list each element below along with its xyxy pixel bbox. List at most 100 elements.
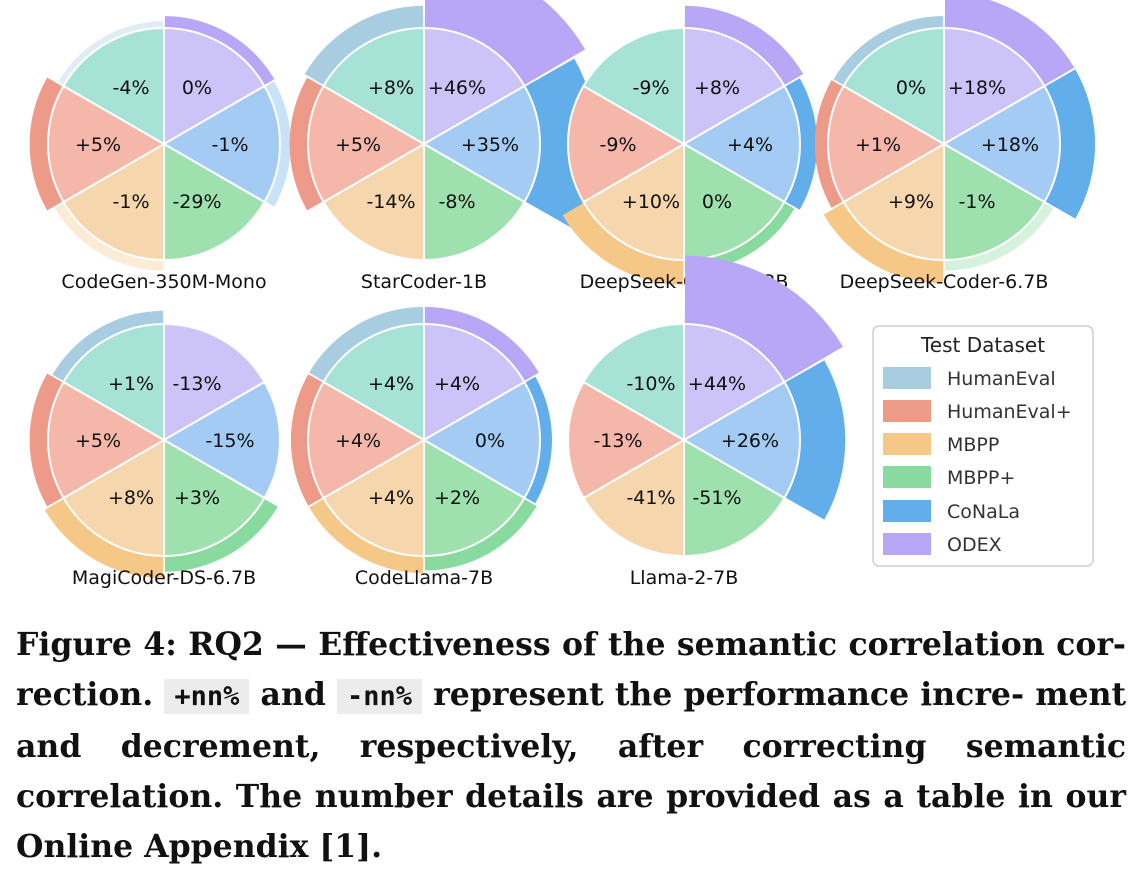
pie-slice-conala <box>941 84 1062 204</box>
slice-label-conala: +18% <box>981 134 1039 156</box>
slice-label-odex: +44% <box>688 373 746 395</box>
slice-label-mbpp: +9% <box>888 191 934 213</box>
pie-slice-mbppplus <box>683 438 786 558</box>
legend-swatch-humanevalplus <box>883 400 931 422</box>
pie-charts-group: 0%-1%-29%-1%+5%-4%CodeGen-350M-Mono+46%+… <box>29 0 1096 589</box>
legend-item-conala: CoNaLa <box>883 500 1020 523</box>
legend-item-mbpp: MBPP <box>883 433 999 456</box>
pie-slice-odex <box>683 26 786 146</box>
ring-segment-odex <box>684 255 843 382</box>
legend-swatch-mbpp <box>883 433 931 455</box>
pie-slice-mbpp <box>62 438 165 558</box>
pie-slice-humanevalplus <box>46 84 167 204</box>
legend: Test Dataset HumanEval HumanEval+ MBPP M… <box>872 325 1094 567</box>
slice-label-mbppplus: +2% <box>434 487 480 509</box>
pie-slice-conala <box>161 84 282 204</box>
legend-label-mbpp: MBPP <box>947 434 999 456</box>
pie-chart: -13% -15% +3% +8% +5% +1% MagiCoder-DS-6.7B <box>29 310 282 589</box>
pie-slice-humaneval <box>62 26 165 146</box>
slice-label-mbpp: -1% <box>113 191 150 213</box>
legend-swatch-humaneval <box>883 367 931 389</box>
legend-swatch-conala <box>883 500 931 522</box>
chart-title: Llama-2-7B <box>630 567 739 589</box>
pie-slice-mbppplus <box>423 438 526 558</box>
slice-label-mbpp: -41% <box>626 487 675 509</box>
legend-label-conala: CoNaLa <box>947 501 1020 523</box>
pie-slice-humanevalplus <box>826 84 947 204</box>
pie-slice-odex <box>423 26 526 146</box>
ring-segment-conala <box>264 81 291 207</box>
ring-segment-humaneval <box>304 5 424 86</box>
chart-title: CodeGen-350M-Mono <box>61 271 266 293</box>
ring-segment-odex <box>164 16 275 86</box>
caption-line-5: our Online Appendix [1]. <box>16 778 1127 865</box>
pie-slice-odex <box>943 26 1046 146</box>
caption-line-2-mid: and <box>260 676 326 713</box>
pie-chart: +44% +26% -51% -41% -13% -10% Llama-2-7B <box>566 255 846 589</box>
slice-label-humanevalplus: +5% <box>75 134 121 156</box>
slice-label-humaneval: +4% <box>368 373 414 395</box>
pie-slice-mbpp <box>842 142 945 262</box>
pie-chart: +4% 0% +2% +4% +4% +4% CodeLlama-7B <box>290 306 553 589</box>
ring-segment-humaneval <box>52 310 164 382</box>
ring-segment-humanevalplus <box>289 77 324 211</box>
legend-item-mbppplus: MBPP+ <box>883 466 1015 489</box>
slice-label-humanevalplus: -9% <box>600 134 637 156</box>
pie-slice-mbpp <box>62 142 165 262</box>
legend-label-humaneval: HumanEval <box>947 368 1056 390</box>
legend-label-mbppplus: MBPP+ <box>947 467 1015 489</box>
slice-label-odex: 0% <box>182 77 212 99</box>
slice-label-humanevalplus: +1% <box>855 134 901 156</box>
chart-title: StarCoder-1B <box>361 271 487 293</box>
legend-item-humanevalplus: HumanEval+ <box>883 400 1072 423</box>
ring-segment-mbpp <box>309 498 424 574</box>
slice-label-humaneval: +8% <box>368 77 414 99</box>
ring-segment-odex <box>684 5 804 86</box>
pie-slice-conala <box>421 380 542 500</box>
slice-label-odex: -13% <box>172 373 221 395</box>
slice-label-mbpp: -14% <box>366 191 415 213</box>
pie-slice-mbppplus <box>163 142 266 262</box>
pie-slice-humaneval <box>322 26 425 146</box>
pie-slice-odex <box>163 322 266 442</box>
pie-slice-mbppplus <box>163 438 266 558</box>
pie-slice-mbppplus <box>423 142 526 262</box>
pie-slice-conala <box>681 84 802 204</box>
slice-label-conala: +4% <box>727 134 773 156</box>
pie-slice-humaneval <box>322 322 425 442</box>
pie-slice-humanevalplus <box>46 380 167 500</box>
caption-code-plus: +nn% <box>164 679 250 714</box>
pie-slice-humanevalplus <box>566 84 687 204</box>
slice-label-mbpp: +10% <box>622 191 680 213</box>
chart-title: CodeLlama-7B <box>355 567 493 589</box>
figure-caption: Figure 4: RQ2 — Effectiveness of the sem… <box>16 620 1126 872</box>
figure-charts: 0%-1%-29%-1%+5%-4%CodeGen-350M-Mono+46%+… <box>29 0 1096 589</box>
chart-title: DeepSeek-Coder-6.7B <box>840 271 1049 293</box>
slice-label-odex: +8% <box>694 77 740 99</box>
pie-slice-humanevalplus <box>306 380 427 500</box>
slice-label-mbppplus: -51% <box>692 487 741 509</box>
pie-slice-humaneval <box>582 26 685 146</box>
caption-line-2-pre: rection. <box>16 676 154 713</box>
pie-slice-conala <box>681 380 802 500</box>
slice-label-odex: +18% <box>948 77 1006 99</box>
slice-label-mbpp: +4% <box>368 487 414 509</box>
caption-line-4: correlation. The number details are prov… <box>16 778 1053 815</box>
slice-label-humaneval: -4% <box>113 77 150 99</box>
ring-segment-humanevalplus <box>814 80 844 208</box>
pie-slice-humanevalplus <box>306 84 427 204</box>
caption-line-2-post: represent the performance incre- <box>433 676 1025 713</box>
ring-segment-odex <box>424 306 539 382</box>
slice-label-mbppplus: -8% <box>439 191 476 213</box>
slice-label-humanevalplus: -13% <box>593 430 642 452</box>
pie-slice-odex <box>423 322 526 442</box>
slice-label-humaneval: -9% <box>633 77 670 99</box>
legend-label-odex: ODEX <box>947 534 1002 556</box>
legend-title: Test Dataset <box>920 333 1045 357</box>
pie-chart: +46% +35% -8% -14% +5% +8% StarCoder-1B <box>289 0 597 293</box>
ring-segment-humaneval <box>309 306 424 382</box>
legend-swatch-mbppplus <box>883 466 931 488</box>
caption-line-1: Figure 4: RQ2 — Effectiveness of the sem… <box>16 626 1126 663</box>
slice-label-odex: +4% <box>434 373 480 395</box>
ring-segment-mbppplus <box>944 202 1054 271</box>
